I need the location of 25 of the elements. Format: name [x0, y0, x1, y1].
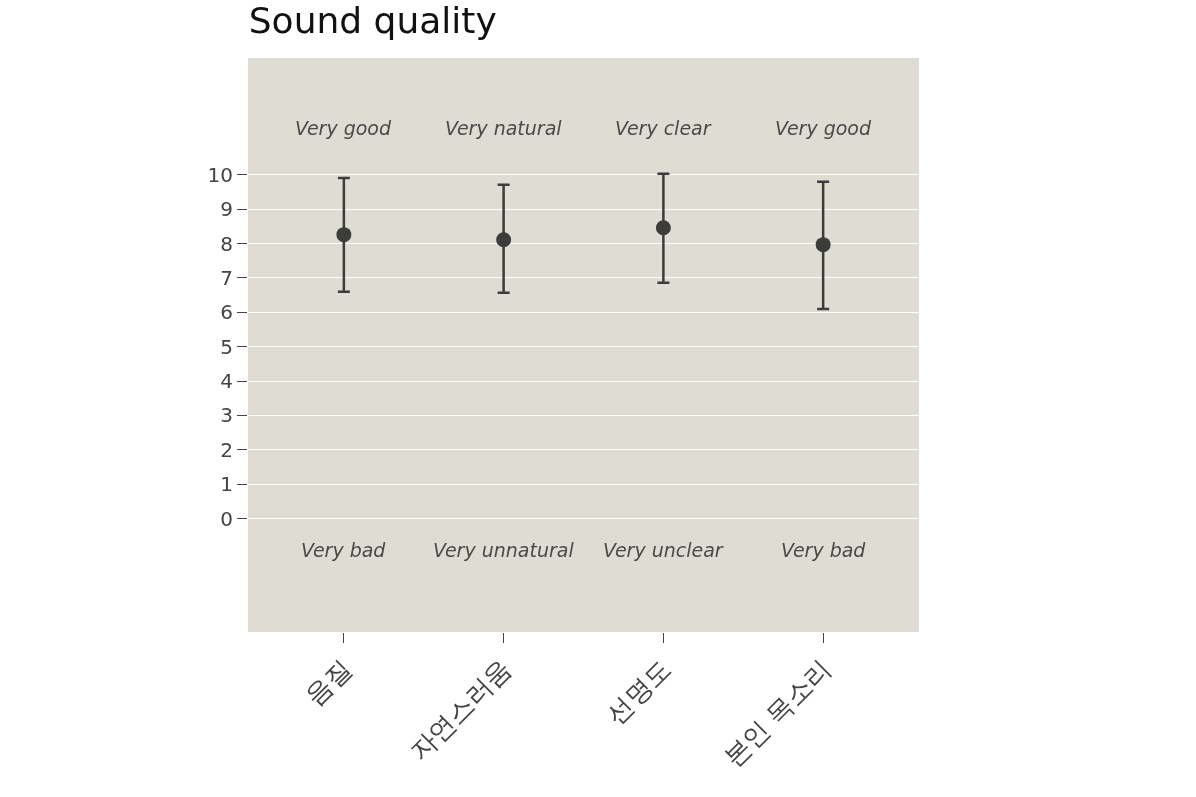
- y-tick-label: 3: [220, 403, 233, 428]
- y-tick-label: 0: [220, 506, 233, 531]
- annotation: Very clear: [615, 117, 712, 139]
- y-tick-label: 10: [207, 162, 233, 187]
- chart-title: Sound quality: [248, 0, 497, 42]
- point: [336, 227, 352, 243]
- y-tick-label: 5: [220, 334, 233, 359]
- point: [655, 220, 671, 236]
- y-tick-label: 6: [220, 300, 233, 325]
- annotation: Very unnatural: [433, 539, 575, 561]
- y-tick-label: 1: [220, 472, 233, 497]
- annotation: Very good: [295, 117, 392, 139]
- y-tick-label: 8: [220, 231, 233, 256]
- x-tick-label: 음질: [299, 653, 358, 712]
- annotation: Very natural: [445, 117, 563, 139]
- y-tick-label: 4: [220, 369, 233, 394]
- point: [815, 237, 831, 253]
- annotation: Very unclear: [603, 539, 724, 561]
- y-tick-label: 2: [220, 437, 233, 462]
- y-tick-label: 9: [220, 197, 233, 222]
- annotation: Very good: [775, 117, 872, 139]
- annotation: Very bad: [301, 539, 387, 561]
- point: [496, 232, 512, 248]
- y-tick-label: 7: [220, 265, 233, 290]
- annotation: Very bad: [781, 539, 867, 561]
